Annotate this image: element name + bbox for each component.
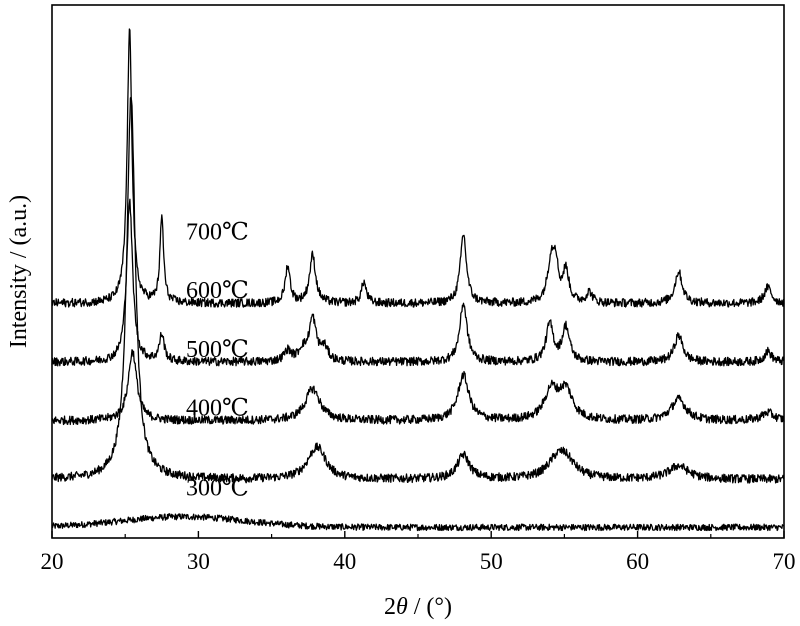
plot-traces — [51, 28, 785, 532]
series-trace-4 — [51, 198, 785, 367]
series-trace-2 — [51, 96, 785, 484]
series-label-5: 300℃ — [186, 475, 249, 501]
series-labels: 700℃ 600℃ 500℃ 400℃ 300℃ — [186, 220, 249, 502]
series-trace-3 — [51, 349, 785, 426]
series-label-1: 700℃ — [186, 220, 249, 246]
x-axis-title-suffix: / (°) — [408, 594, 452, 620]
series-label-3: 500℃ — [186, 337, 249, 363]
x-tick-label-50: 50 — [480, 549, 503, 574]
x-axis-title-prefix: 2 — [384, 594, 396, 620]
series-label-4: 400℃ — [186, 395, 249, 421]
x-tick-label-40: 40 — [333, 549, 356, 574]
x-axis-tick-labels: 20 30 40 50 60 70 — [41, 549, 796, 574]
x-tick-label-70: 70 — [773, 549, 796, 574]
x-axis-title: 2θ / (°) — [384, 594, 452, 620]
x-axis-title-symbol: θ — [396, 594, 408, 620]
x-tick-label-30: 30 — [187, 549, 210, 574]
x-tick-label-20: 20 — [41, 549, 64, 574]
series-label-2: 600℃ — [186, 278, 249, 304]
y-axis-title: Intensity / (a.u.) — [6, 195, 32, 348]
x-tick-label-60: 60 — [626, 549, 649, 574]
plot-frame — [51, 4, 785, 539]
series-trace-5 — [51, 28, 785, 308]
series-trace-1 — [51, 513, 785, 532]
x-axis-ticks — [51, 531, 785, 538]
